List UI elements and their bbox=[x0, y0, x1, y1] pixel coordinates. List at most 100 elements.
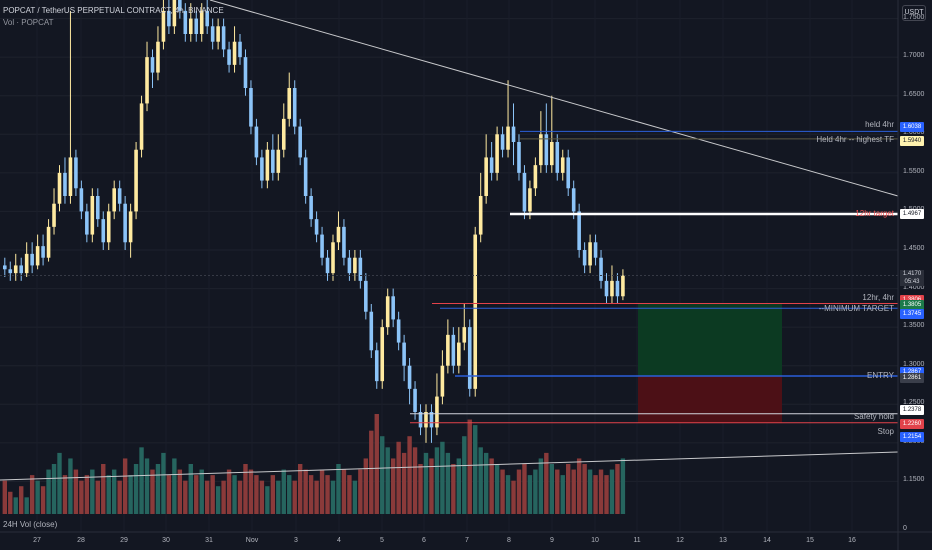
x-tick-label: 9 bbox=[550, 537, 554, 544]
volume-bar bbox=[73, 469, 79, 514]
volume-bar bbox=[319, 469, 325, 514]
candle-body bbox=[478, 196, 483, 235]
candle-body bbox=[303, 157, 308, 196]
candle-body bbox=[260, 157, 264, 181]
x-tick-label: 6 bbox=[422, 537, 426, 544]
candle-body bbox=[95, 196, 100, 220]
candle-body bbox=[418, 412, 423, 428]
candle-body bbox=[238, 41, 242, 58]
price-axis-label: 1.2260 bbox=[900, 418, 924, 429]
volume-bar bbox=[101, 464, 106, 514]
y-tick-label: 1.6000 bbox=[903, 129, 925, 137]
price-axis-label: 1.3806 bbox=[900, 294, 924, 305]
candle-body bbox=[112, 188, 116, 212]
candle-body bbox=[446, 334, 450, 366]
candle-body bbox=[309, 196, 313, 220]
volume-bar bbox=[161, 452, 166, 514]
volume-bar bbox=[538, 458, 544, 514]
volume-bar bbox=[440, 441, 445, 514]
candle-body bbox=[150, 57, 155, 73]
annotation-label: Held 4hr -- highest TF bbox=[816, 134, 894, 144]
volume-bar bbox=[95, 480, 100, 514]
volume-indicator-label: Vol · POPCAT bbox=[3, 18, 54, 27]
y-tick-label: 1.5500 bbox=[903, 167, 925, 175]
y-tick-label: 1.1500 bbox=[903, 476, 925, 484]
volume-bar bbox=[24, 497, 29, 514]
candle-body bbox=[265, 149, 270, 181]
x-tick-label: 8 bbox=[507, 537, 511, 544]
volume-bar bbox=[248, 469, 254, 514]
volume-bar bbox=[566, 464, 571, 514]
volume-bar bbox=[434, 447, 440, 514]
volume-bar bbox=[204, 480, 210, 514]
chart-title: POPCAT / TetherUS PERPETUAL CONTRACT, 4h… bbox=[3, 6, 224, 15]
volume-bar bbox=[128, 475, 133, 514]
candle-body bbox=[199, 10, 204, 34]
volume-bar bbox=[62, 475, 68, 514]
candle-body bbox=[342, 226, 346, 258]
candle-body bbox=[331, 242, 335, 274]
volume-bar bbox=[396, 441, 401, 514]
candle-body bbox=[46, 226, 51, 258]
currency-button[interactable]: USDT bbox=[902, 5, 926, 21]
volume-bar bbox=[35, 480, 40, 514]
candle-body bbox=[74, 157, 78, 189]
candle-body bbox=[462, 327, 467, 343]
candle-body bbox=[539, 134, 543, 166]
volume-bar bbox=[243, 464, 248, 514]
volume-bar bbox=[84, 475, 90, 514]
x-tick-label: 3 bbox=[294, 537, 298, 544]
candle-body bbox=[249, 88, 253, 127]
candle-body bbox=[457, 342, 461, 366]
candle-body bbox=[188, 18, 193, 34]
price-axis-label: 1.3805 bbox=[900, 299, 924, 310]
volume-bar bbox=[593, 475, 598, 514]
candle-body bbox=[577, 211, 581, 250]
volume-bar bbox=[13, 497, 18, 514]
candle-body bbox=[364, 280, 368, 312]
candle-body bbox=[402, 342, 406, 366]
volume-bar bbox=[188, 464, 193, 514]
candle-body bbox=[550, 142, 554, 166]
volume-bar bbox=[374, 414, 379, 514]
volume-bar bbox=[522, 464, 527, 514]
volume-bar bbox=[336, 464, 341, 514]
candle-body bbox=[85, 211, 89, 235]
volume-bar bbox=[287, 475, 292, 514]
volume-bar bbox=[456, 458, 462, 514]
volume-bar bbox=[451, 464, 456, 514]
volume-bar bbox=[303, 469, 308, 514]
candle-body bbox=[19, 265, 24, 274]
candle-body bbox=[30, 253, 34, 266]
volume-bar bbox=[549, 464, 554, 514]
volume-bar bbox=[270, 475, 276, 514]
volume-bar bbox=[615, 464, 620, 514]
volume-bar bbox=[232, 475, 237, 514]
x-tick-label: 14 bbox=[763, 537, 771, 544]
candle-body bbox=[489, 157, 494, 173]
candle-body bbox=[582, 250, 587, 266]
annotation-label: Stop bbox=[877, 426, 894, 436]
volume-bar bbox=[122, 458, 128, 514]
annotation-label: Safety hold bbox=[853, 411, 894, 421]
candle-body bbox=[528, 188, 532, 212]
volume-bar bbox=[390, 458, 396, 514]
candle-body bbox=[369, 311, 374, 351]
volume-bar bbox=[150, 469, 155, 514]
candle-body bbox=[24, 253, 29, 274]
annotation-label: held 4hr bbox=[865, 120, 894, 130]
current-price-value: 1.4170 bbox=[902, 271, 922, 278]
candle-body bbox=[63, 172, 67, 196]
y-tick-label: 1.2500 bbox=[903, 399, 925, 407]
candle-body bbox=[621, 275, 625, 297]
candle-body bbox=[517, 142, 521, 173]
price-axis-label: 1.2378 bbox=[900, 404, 924, 415]
candle-body bbox=[320, 234, 324, 258]
volume-bar bbox=[330, 480, 336, 514]
candle-countdown: 05:43 bbox=[904, 279, 920, 286]
candle-body bbox=[588, 242, 592, 266]
candle-body bbox=[396, 319, 401, 343]
volume-bar bbox=[46, 469, 51, 514]
volume-bar bbox=[177, 469, 183, 514]
